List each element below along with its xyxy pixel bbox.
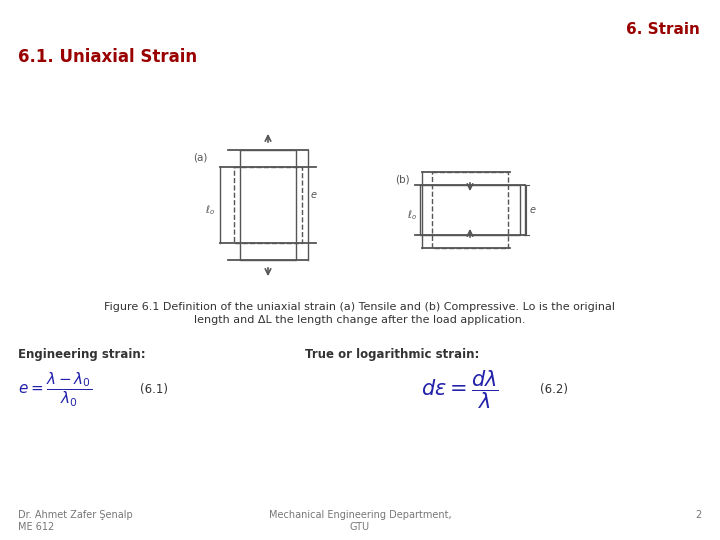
- Text: Dr. Ahmet Zafer Şenalp: Dr. Ahmet Zafer Şenalp: [18, 510, 132, 520]
- Text: $d\varepsilon = \dfrac{d\lambda}{\lambda}$: $d\varepsilon = \dfrac{d\lambda}{\lambda…: [421, 369, 499, 411]
- Text: ME 612: ME 612: [18, 522, 54, 532]
- Text: length and ΔL the length change after the load application.: length and ΔL the length change after th…: [194, 315, 526, 325]
- Text: True or logarithmic strain:: True or logarithmic strain:: [305, 348, 480, 361]
- Text: (6.1): (6.1): [140, 383, 168, 396]
- Text: Mechanical Engineering Department,: Mechanical Engineering Department,: [269, 510, 451, 520]
- Text: $\ell_o$: $\ell_o$: [205, 203, 215, 217]
- Text: e: e: [311, 190, 317, 200]
- Text: (a): (a): [194, 152, 208, 162]
- Text: Engineering strain:: Engineering strain:: [18, 348, 145, 361]
- Text: GTU: GTU: [350, 522, 370, 532]
- Text: 6. Strain: 6. Strain: [626, 22, 700, 37]
- Text: (6.2): (6.2): [540, 383, 568, 396]
- Text: e: e: [530, 205, 536, 215]
- Text: (b): (b): [395, 174, 410, 184]
- Text: $e = \dfrac{\lambda - \lambda_0}{\lambda_0}$: $e = \dfrac{\lambda - \lambda_0}{\lambda…: [18, 371, 92, 409]
- Text: 2: 2: [696, 510, 702, 520]
- Text: $\ell_o$: $\ell_o$: [407, 208, 417, 222]
- Text: Figure 6.1 Definition of the uniaxial strain (a) Tensile and (b) Compressive. Lo: Figure 6.1 Definition of the uniaxial st…: [104, 302, 616, 312]
- Text: 6.1. Uniaxial Strain: 6.1. Uniaxial Strain: [18, 48, 197, 66]
